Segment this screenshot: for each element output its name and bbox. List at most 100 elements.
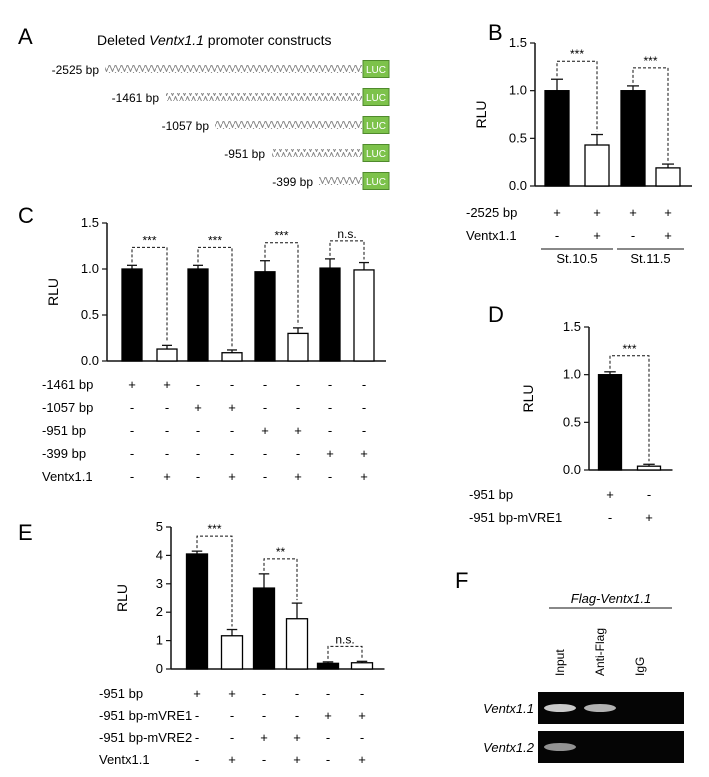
panel-f-gel: Flag-Ventx1.1 Input Anti-Flag IgG Ventx1.1 V… [483,591,684,763]
condition-mark: - [130,423,134,438]
condition-mark: - [196,469,200,484]
significance-label: *** [142,233,156,247]
y-tick-label: 5 [156,519,163,534]
significance-bracket [609,355,650,462]
condition-mark: + [645,510,653,525]
condition-mark: - [555,228,559,243]
panel-letter-b: B [488,20,503,45]
condition-mark: - [360,730,364,745]
bar [187,268,209,362]
condition-mark: - [326,686,330,701]
lane-label: Anti-Flag [593,628,607,676]
construct-label: -399 bp [272,175,313,189]
bar [655,167,681,187]
promoter-line [105,65,362,73]
condition-mark: + [360,446,368,461]
significance-bracket [263,558,298,601]
condition-mark: + [606,487,614,502]
condition-mark: - [196,446,200,461]
gel-band [544,704,576,712]
condition-mark: + [360,469,368,484]
condition-mark: + [629,205,637,220]
condition-mark: - [328,423,332,438]
bar [252,587,276,670]
luc-label: LUC [366,65,386,76]
y-tick-label: 3 [156,576,163,591]
condition-mark: + [163,469,171,484]
bar [316,662,340,670]
lane-label: IgG [633,657,647,676]
condition-mark: - [328,377,332,392]
y-axis-label: RLU [473,100,489,128]
condition-mark: - [195,752,199,767]
luc-label: LUC [366,149,386,160]
significance-label: n.s. [337,227,356,241]
bar [620,90,646,187]
significance-label: *** [622,342,636,356]
gel-row-label: Ventx1.2 [483,740,535,755]
condition-mark: - [296,400,300,415]
y-tick-label: 0 [156,661,163,676]
panel-a-title: Deleted Ventx1.1 promoter constructs [97,32,332,48]
condition-mark: - [295,686,299,701]
significance-label: *** [274,229,288,243]
condition-mark: - [196,423,200,438]
bar [353,269,375,362]
condition-mark: + [593,205,601,220]
condition-mark: + [593,228,601,243]
condition-mark: + [194,400,202,415]
condition-mark: + [228,752,236,767]
bar [544,90,570,187]
condition-mark: + [228,469,236,484]
significance-label: *** [208,233,222,247]
condition-mark: - [328,400,332,415]
bar [220,635,244,670]
condition-mark: + [358,752,366,767]
lane-label: Input [553,649,567,676]
group-label: St.10.5 [556,251,597,266]
condition-mark: - [230,446,234,461]
y-tick-label: 0.5 [563,414,581,429]
condition-mark: + [228,686,236,701]
condition-mark: - [631,228,635,243]
bar [185,553,209,670]
condition-label: -951 bp [99,686,143,701]
condition-mark: - [362,423,366,438]
bar [636,465,662,471]
condition-mark: - [130,400,134,415]
significance-bracket [197,246,233,347]
condition-label: -951 bp-mVRE1 [469,510,562,525]
chart-panel-d: 0.0 0.5 1.0 1.5 RLU *** -951 bp + - -951 bp-mVRE1… [469,319,673,525]
condition-mark: - [130,446,134,461]
condition-mark: - [296,446,300,461]
condition-mark: - [362,400,366,415]
y-axis-label: RLU [114,584,130,612]
condition-mark: + [664,228,672,243]
gel-image: Input Anti-Flag IgG Ventx1.1 Ventx1.2 [483,628,684,763]
bar [285,618,309,670]
condition-label: Ventx1.1 [42,469,93,484]
condition-mark: - [230,730,234,745]
condition-mark: + [293,752,301,767]
bar [156,348,178,362]
bar [584,144,610,187]
condition-label: -1057 bp [42,400,93,415]
luc-box [362,88,390,106]
condition-mark: - [295,708,299,723]
condition-mark: - [296,377,300,392]
condition-mark: + [260,730,268,745]
chart-panel-c: 0.0 0.5 1.0 1.5 RLU *** *** *** n.s. -1461 bp + + - -… [42,215,386,484]
y-tick-label: 1 [156,633,163,648]
bar [350,662,374,670]
bar [597,374,623,471]
condition-mark: + [293,730,301,745]
bar [121,268,143,362]
group-label: St.11.5 [630,251,670,266]
condition-label: -951 bp [42,423,86,438]
condition-mark: - [326,730,330,745]
condition-mark: - [165,423,169,438]
significance-bracket [196,535,233,627]
luc-box [362,144,390,162]
condition-label: -399 bp [42,446,86,461]
condition-mark: - [195,730,199,745]
